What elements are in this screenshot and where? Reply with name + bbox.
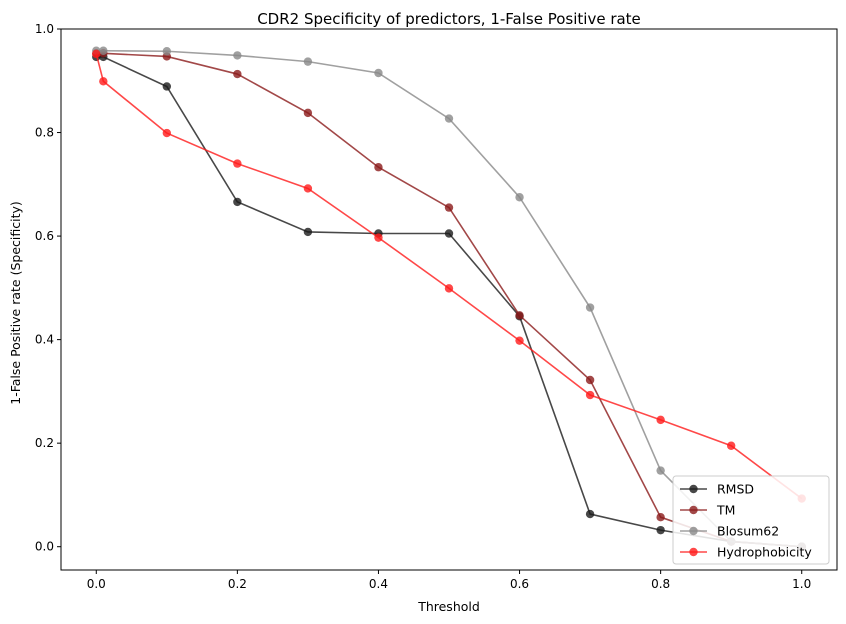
series-blosum62 [92,46,806,551]
y-tick-label: 0.0 [35,540,54,554]
data-point [585,390,595,400]
data-point [656,512,665,522]
data-point [99,46,108,55]
data-point [92,49,101,59]
y-tick-label: 0.4 [35,333,54,347]
legend-marker [689,484,698,494]
series-line [95,53,803,500]
data-point [233,51,242,60]
data-point [99,77,108,86]
plot-frame [60,28,838,571]
series-line [96,52,802,548]
x-tick-label: 0.6 [510,577,529,591]
legend-item: Blosum62 [680,524,779,539]
legend: RMSD TM Blosum62 Hydrophobicity [672,475,830,565]
series-line [96,49,802,548]
data-point [444,284,454,293]
x-tick-label: 0.8 [651,577,670,591]
data-point [515,311,524,320]
data-point [162,128,172,138]
y-tick-label: 1.0 [35,22,54,36]
legend-item: Hydrophobicity [680,545,812,560]
legend-label: Blosum62 [717,524,779,539]
data-point [233,69,242,79]
chart-title: CDR2 Specificity of predictors, 1-False … [257,10,641,28]
legend-marker [689,526,698,536]
data-point [303,57,313,66]
data-point [656,525,665,535]
data-point [374,163,383,172]
data-point [444,114,454,123]
data-point [303,184,313,193]
data-point [444,229,454,238]
x-tick-label: 1.0 [792,577,811,591]
data-point [374,233,383,242]
data-point [162,47,172,56]
data-point [233,197,242,207]
data-point [515,193,524,202]
data-point [162,82,172,91]
data-point [444,203,454,212]
legend-label: RMSD [717,482,754,497]
plot-area [92,46,806,551]
data-point [233,159,242,168]
data-point [585,375,595,385]
data-point [303,108,313,118]
x-tick-label: 0.4 [369,577,388,591]
data-point [585,303,595,312]
legend-label: TM [716,503,735,518]
legend-box [672,475,830,565]
y-tick-label: 0.8 [35,126,54,140]
legend-marker [689,547,698,557]
data-point [656,466,665,475]
x-axis-label: Threshold [417,599,480,614]
data-point [726,441,736,450]
data-point [515,336,524,345]
data-point [303,227,313,237]
data-point [585,509,595,519]
series-line [96,56,802,548]
legend-item: RMSD [680,482,754,497]
x-tick-label: 0.0 [87,577,106,591]
y-tick-label: 0.6 [35,229,54,243]
x-tick-label: 0.2 [228,577,247,591]
legend-marker [689,505,698,515]
axes: 0.0 0.2 0.4 0.6 0.8 1.0 0.0 0.2 0.4 0.6 0.8 1.0 [35,22,838,591]
legend-label: Hydrophobicity [717,545,812,560]
legend-item: TM [680,503,735,518]
data-point [374,68,383,78]
y-tick-label: 0.2 [35,436,54,450]
y-axis-label: 1-False Positive rate (Specificity) [8,201,23,405]
data-point [656,415,665,425]
